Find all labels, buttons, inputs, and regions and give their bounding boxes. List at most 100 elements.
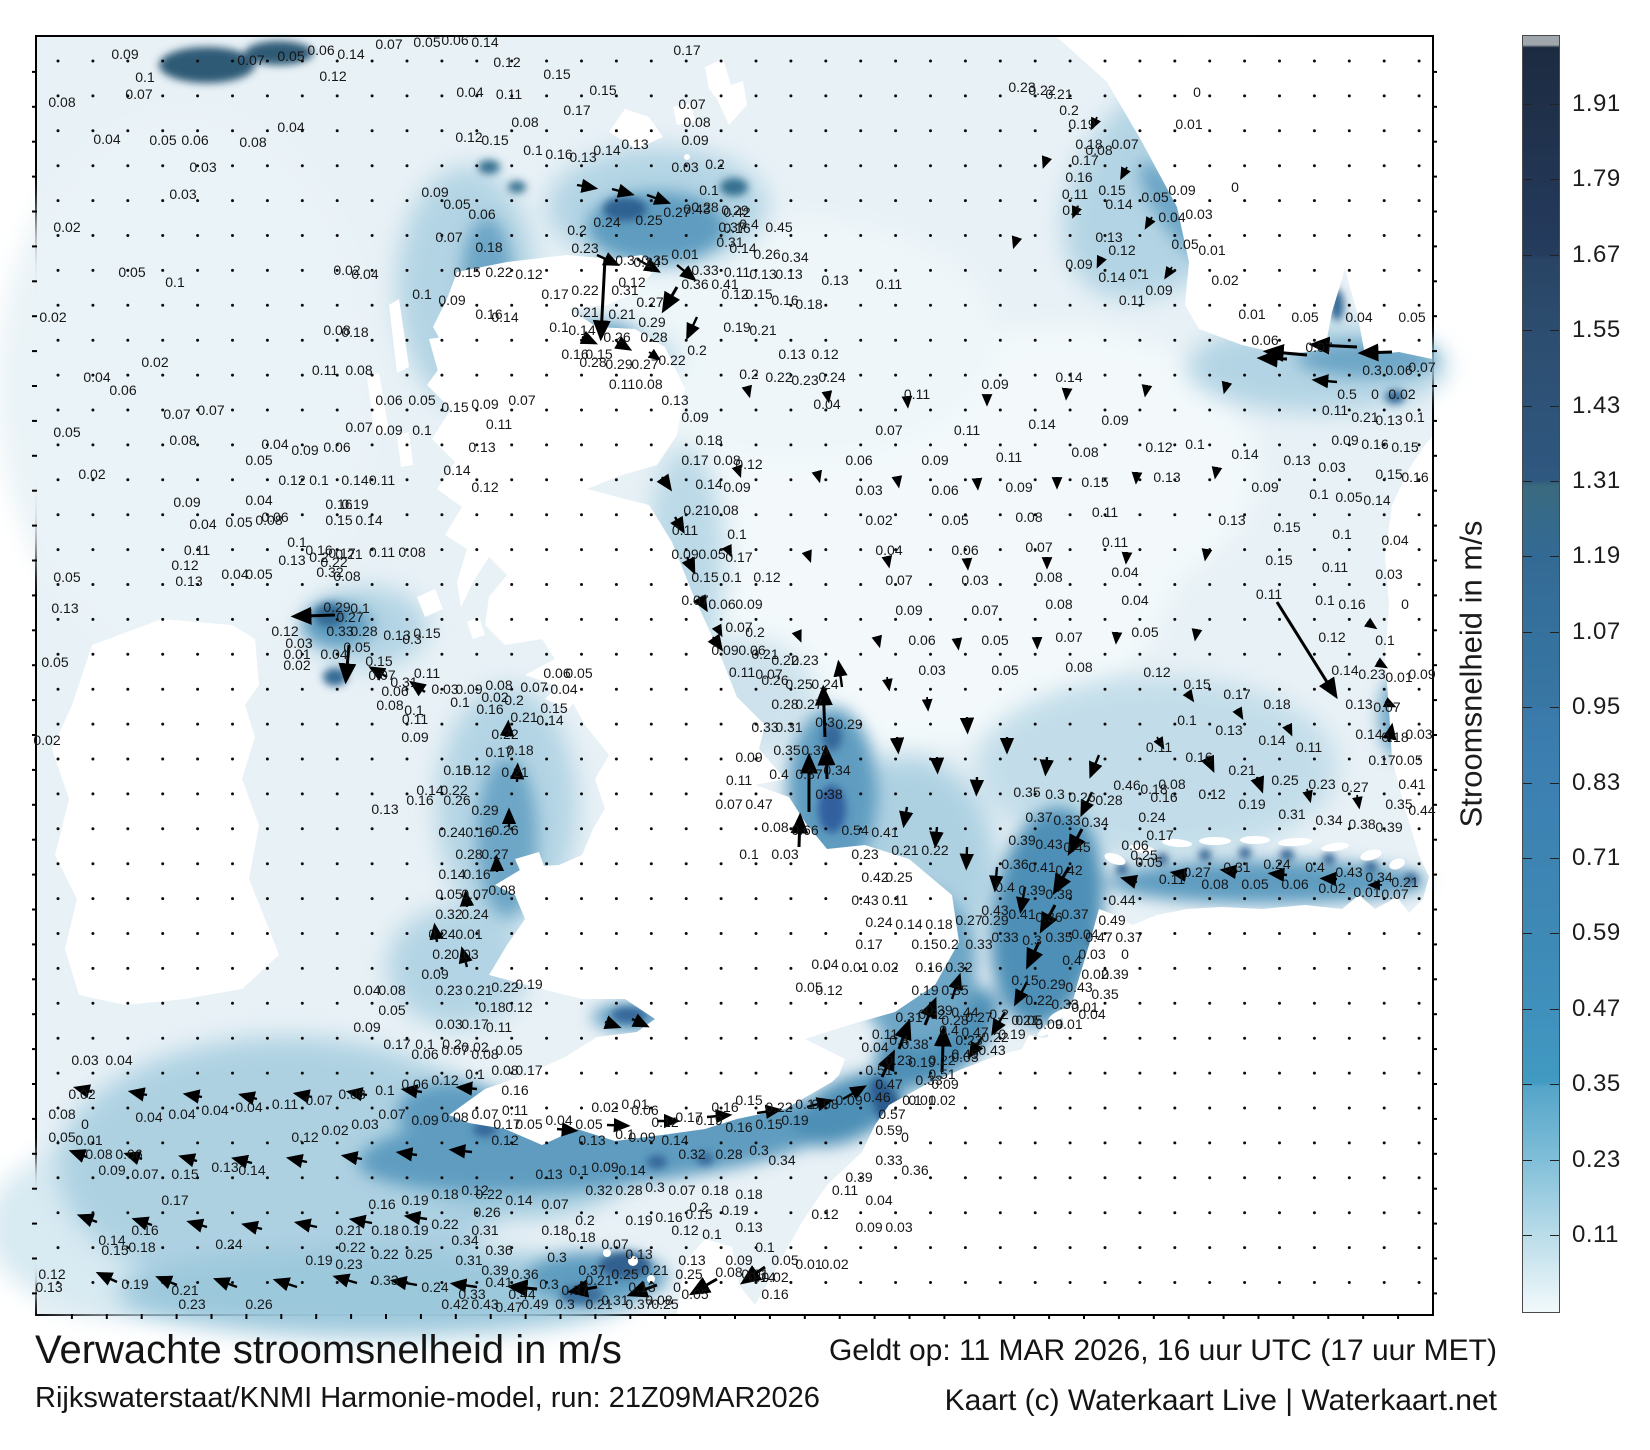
grid-dot (649, 94, 653, 98)
grid-dot (231, 1106, 234, 1110)
current-arrow (1201, 548, 1213, 562)
speed-label: 0.14 (536, 712, 563, 728)
grid-dot (265, 1141, 269, 1145)
speed-label: 0.33 (371, 1272, 398, 1288)
grid-dot (929, 687, 932, 691)
grid-dot (335, 129, 339, 133)
grid-dot (963, 687, 967, 691)
speed-label: 0.08 (333, 568, 360, 584)
grid-dot (649, 862, 653, 866)
grid-dot (1312, 443, 1316, 447)
speed-label: 0.08 (485, 677, 512, 693)
grid-dot (265, 1036, 269, 1040)
speed-label: 0.19 (998, 1026, 1025, 1042)
speed-label: 0.21 (465, 982, 492, 998)
grid-dot (1033, 234, 1037, 237)
speed-label: 0.22 (491, 979, 518, 995)
speed-label: 0.13 (569, 149, 596, 165)
speed-label: 0.2 (745, 624, 765, 640)
grid-dot (614, 757, 618, 761)
grid-dot (894, 1106, 898, 1110)
grid-dot (1312, 1211, 1316, 1215)
grid-dot (1382, 583, 1386, 586)
grid-dot (1278, 652, 1281, 656)
grid-dot (684, 897, 688, 901)
grid-dot (859, 164, 863, 168)
speed-label: 0.29 (605, 356, 632, 372)
grid-dot (754, 478, 758, 482)
grid-dot (91, 1141, 95, 1145)
current-arrow (596, 252, 621, 266)
grid-dot (1208, 1071, 1212, 1075)
grid-dot (1103, 478, 1107, 482)
grid-dot (196, 932, 200, 935)
speed-label: 0.13 (1283, 452, 1310, 468)
speed-label: 0.09 (1145, 282, 1172, 298)
grid-dot (1068, 94, 1072, 98)
grid-dot (300, 1281, 304, 1284)
speed-label: 0.17 (681, 452, 708, 468)
grid-dot (719, 408, 723, 412)
grid-dot (300, 1176, 304, 1180)
current-arrows (68, 116, 1397, 1298)
speed-label: 0.21 (335, 1222, 362, 1238)
speed-label: 0.08 (1071, 444, 1098, 460)
grid-dot (510, 1246, 514, 1250)
grid-dot (1417, 303, 1421, 307)
grid-dot (1068, 513, 1072, 517)
current-arrow (721, 543, 732, 558)
grid-dot (998, 199, 1002, 203)
speed-label: 0.04 (245, 492, 272, 508)
speed-label: 0.33 (326, 623, 353, 639)
grid-dot (510, 932, 514, 935)
speed-label: 0.03 (885, 1219, 912, 1235)
grid-dot (754, 199, 758, 203)
grid-dot (231, 1071, 234, 1075)
grid-dot (265, 1001, 269, 1005)
speed-label: 0.12 (671, 1222, 698, 1238)
grid-dot (1382, 687, 1386, 691)
speed-label: 0.13 (371, 801, 398, 817)
speed-label: 0.13 (821, 272, 848, 288)
grid-dot (545, 373, 549, 377)
grid-dot (1312, 1036, 1316, 1040)
speed-label: 0.47 (495, 1299, 522, 1315)
colorbar-tick (1523, 330, 1532, 332)
grid-dot (335, 408, 339, 412)
grid-dot (1278, 1211, 1281, 1215)
grid-dot (91, 548, 95, 552)
grid-dot (91, 478, 95, 482)
speed-label: 0.44 (951, 1004, 978, 1020)
grid-dot (196, 862, 200, 866)
speed-label: 0.08 (1045, 596, 1072, 612)
grid-dot (1312, 234, 1316, 237)
grid-dot (510, 234, 514, 237)
grid-dot (824, 1281, 828, 1284)
grid-dot (649, 1176, 653, 1180)
speed-label: 0.09 (671, 546, 698, 562)
grid-dot (1347, 583, 1351, 586)
grid-dot (649, 1036, 653, 1040)
speed-label: 0 (1193, 84, 1201, 100)
speed-label: 0.39 (1375, 819, 1402, 835)
grid-dot (789, 268, 793, 272)
speed-label: 0.05 (149, 132, 176, 148)
speed-label: 0.17 (673, 42, 700, 58)
grid-dot (1382, 303, 1386, 307)
grid-dot (580, 513, 583, 517)
grid-dot (963, 1281, 967, 1284)
speed-label: 0.15 (685, 1206, 712, 1222)
grid-dot (370, 617, 374, 621)
speed-label: 0.16 (915, 959, 942, 975)
grid-dot (1382, 548, 1386, 552)
speed-label: 0.08 (323, 322, 350, 338)
speed-label: 0.36 (485, 1242, 512, 1258)
speed-label: 0.03 (1375, 566, 1402, 582)
grid-dot (1173, 687, 1177, 691)
grid-dot (335, 966, 339, 970)
grid-dot (789, 792, 793, 796)
current-arrow (448, 1144, 473, 1159)
grid-dot (196, 548, 200, 552)
grid-dot (231, 1141, 234, 1145)
speed-label: 0.16 (475, 306, 502, 322)
